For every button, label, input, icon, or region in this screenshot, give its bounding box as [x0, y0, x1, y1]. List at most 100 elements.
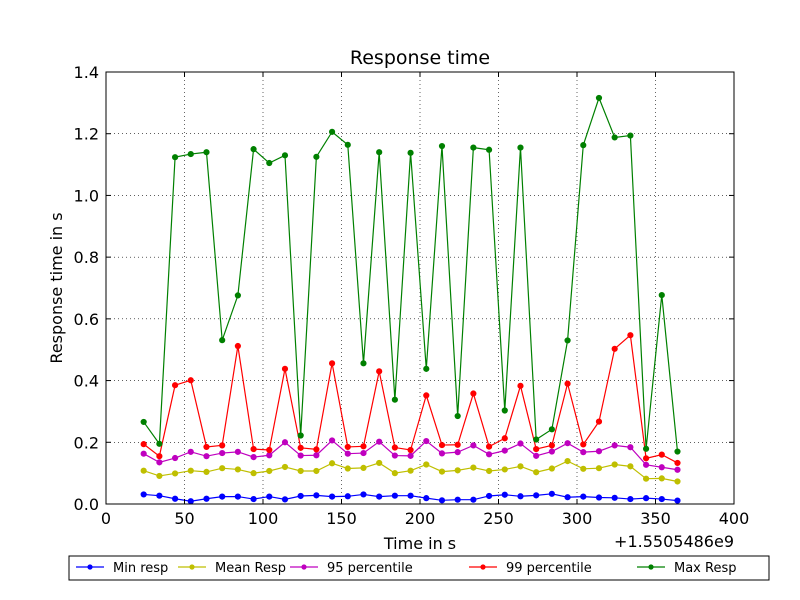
- data-point-mean-resp: [187, 467, 194, 474]
- data-point-min-resp: [517, 493, 524, 500]
- data-point-99-percentile: [627, 332, 634, 339]
- data-point-99-percentile: [564, 380, 571, 387]
- y-tick-label: 0.8: [74, 248, 99, 267]
- data-point-min-resp: [533, 492, 540, 499]
- data-point-99-percentile: [438, 441, 446, 449]
- chart-title: Response time: [350, 47, 490, 69]
- data-point-max-resp: [203, 149, 210, 156]
- data-point-95-percentile: [376, 438, 383, 445]
- y-tick-label: 1.4: [74, 63, 99, 82]
- data-point-99-percentile: [360, 443, 367, 450]
- data-point-95-percentile: [642, 461, 650, 468]
- data-point-min-resp: [313, 492, 320, 499]
- data-point-95-percentile: [313, 452, 320, 459]
- data-point-mean-resp: [391, 470, 398, 477]
- data-point-95-percentile: [611, 442, 618, 449]
- data-point-max-resp: [423, 365, 430, 372]
- data-point-min-resp: [328, 493, 336, 500]
- x-tick-label: 200: [405, 509, 436, 528]
- y-tick-label: 0.0: [74, 495, 99, 514]
- y-tick-label: 1.2: [74, 125, 99, 144]
- data-point-99-percentile: [674, 459, 681, 467]
- x-tick-label: 250: [483, 509, 514, 528]
- data-point-max-resp: [517, 144, 524, 151]
- x-tick-label: 0: [101, 509, 111, 528]
- data-point-mean-resp: [658, 475, 665, 482]
- series-99-percentile: [140, 332, 681, 467]
- series-95-percentile: [140, 437, 681, 473]
- data-point-mean-resp: [595, 465, 603, 472]
- series-layer: [140, 94, 681, 505]
- data-point-99-percentile: [580, 441, 587, 448]
- data-point-max-resp: [140, 418, 147, 426]
- data-point-max-resp: [564, 337, 571, 344]
- legend-entry-mean-resp: Mean Resp: [178, 561, 286, 576]
- x-tick-label: 350: [640, 509, 671, 528]
- data-point-max-resp: [501, 407, 508, 414]
- data-point-min-resp: [454, 496, 461, 503]
- data-point-max-resp: [234, 292, 241, 299]
- data-point-mean-resp: [203, 468, 210, 476]
- data-point-95-percentile: [454, 449, 461, 456]
- data-point-max-resp: [627, 132, 634, 139]
- data-point-95-percentile: [187, 448, 194, 455]
- data-point-max-resp: [250, 146, 257, 153]
- data-point-max-resp: [187, 150, 194, 158]
- legend-marker: [87, 564, 93, 570]
- data-point-99-percentile: [344, 443, 351, 451]
- data-point-mean-resp: [219, 465, 226, 472]
- data-point-95-percentile: [171, 454, 179, 462]
- y-axis-label: Response time in s: [47, 212, 66, 363]
- data-point-99-percentile: [219, 442, 226, 449]
- data-point-99-percentile: [234, 342, 241, 350]
- data-point-95-percentile: [156, 459, 163, 466]
- data-point-max-resp: [611, 134, 618, 141]
- data-point-99-percentile: [203, 443, 210, 451]
- data-point-mean-resp: [266, 467, 273, 475]
- data-point-min-resp: [266, 493, 273, 500]
- x-tick-label: 50: [174, 509, 194, 528]
- data-point-95-percentile: [219, 449, 226, 457]
- data-point-max-resp: [266, 159, 273, 167]
- data-point-99-percentile: [407, 446, 414, 454]
- data-point-min-resp: [564, 494, 571, 501]
- data-point-max-resp: [454, 412, 461, 420]
- legend-label: Max Resp: [674, 561, 736, 576]
- data-point-95-percentile: [391, 452, 398, 459]
- axis-ticks: 0 50 100 150 200 250 300 350 400 0.0 0.2 0.4 0.6 0.8 1…: [74, 63, 750, 528]
- data-point-95-percentile: [674, 466, 681, 473]
- data-point-min-resp: [391, 492, 398, 499]
- data-point-99-percentile: [595, 418, 603, 425]
- data-point-max-resp: [219, 337, 226, 344]
- data-point-min-resp: [595, 494, 603, 501]
- data-point-min-resp: [376, 493, 383, 500]
- data-point-mean-resp: [674, 478, 681, 485]
- data-point-mean-resp: [642, 475, 650, 482]
- data-point-min-resp: [470, 496, 477, 503]
- x-tick-label: 400: [719, 509, 750, 528]
- data-point-mean-resp: [470, 464, 477, 471]
- data-point-max-resp: [580, 142, 587, 149]
- data-point-min-resp: [219, 493, 226, 500]
- legend-label: Min resp: [113, 561, 168, 576]
- legend-entry-99-percentile: 99 percentile: [469, 561, 592, 576]
- data-point-mean-resp: [501, 466, 508, 473]
- data-point-mean-resp: [580, 465, 587, 472]
- data-point-mean-resp: [376, 459, 383, 467]
- data-point-min-resp: [627, 495, 634, 503]
- legend-label: Mean Resp: [215, 561, 286, 576]
- data-point-99-percentile: [454, 441, 461, 448]
- legend-marker: [301, 564, 307, 570]
- data-point-99-percentile: [501, 435, 508, 442]
- data-point-min-resp: [658, 495, 665, 503]
- data-point-95-percentile: [360, 449, 367, 457]
- data-point-95-percentile: [328, 437, 336, 444]
- data-point-95-percentile: [485, 451, 493, 458]
- legend-entry-95-percentile: 95 percentile: [290, 561, 413, 576]
- data-point-mean-resp: [485, 467, 493, 475]
- data-point-mean-resp: [454, 467, 461, 474]
- data-point-mean-resp: [548, 465, 555, 472]
- y-tick-label: 0.4: [74, 372, 99, 391]
- data-point-mean-resp: [313, 467, 320, 475]
